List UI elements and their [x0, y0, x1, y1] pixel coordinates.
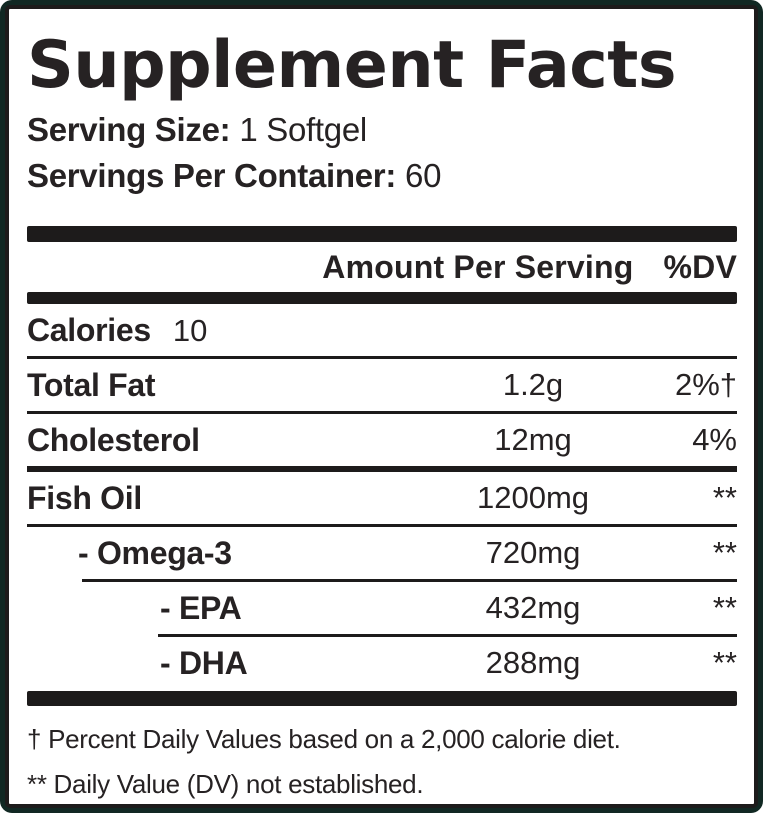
- serving-size-value: 1 Softgel: [239, 111, 367, 149]
- table-row-fish-oil: Fish Oil 1200mg **: [27, 472, 737, 524]
- separator-bar-top: [27, 226, 737, 243]
- table-row-omega-3: - Omega-3 720mg **: [27, 527, 737, 579]
- supplement-facts-label: Supplement Facts Serving Size: 1 Softgel …: [5, 5, 758, 808]
- table-row-cholesterol: Cholesterol 12mg 4%: [27, 414, 737, 466]
- nutrient-amount-col-dha: 288mg: [485, 645, 581, 681]
- separator-bar-bottom: [27, 691, 737, 707]
- nutrient-dv-epa: **: [712, 590, 737, 626]
- nutrient-name-omega-3: - Omega-3: [78, 534, 232, 571]
- serving-size-label: Serving Size:: [27, 111, 231, 149]
- amount-per-serving-header: Amount Per Serving: [322, 248, 634, 285]
- nutrient-dv-fish-oil: **: [712, 480, 737, 516]
- table-row-calories: Calories 10: [27, 304, 737, 356]
- nutrient-amount-col-epa: 432mg: [485, 590, 581, 626]
- nutrient-amount-col-omega-3: 720mg: [485, 535, 581, 571]
- nutrient-amount-calories: 10: [172, 312, 208, 348]
- nutrient-name-fish-oil: Fish Oil: [27, 479, 142, 516]
- footnote-percent-daily-values: † Percent Daily Values based on a 2,000 …: [27, 724, 621, 755]
- servings-per-container-value: 60: [405, 156, 442, 194]
- serving-size-line: Serving Size: 1 Softgel: [27, 107, 737, 153]
- nutrient-table: Calories 10 Total Fat 1.2g 2%† Cholesterol 12m…: [27, 304, 737, 689]
- percent-dv-header: %DV: [663, 248, 737, 285]
- nutrient-name-cholesterol: Cholesterol: [27, 421, 200, 458]
- nutrient-name-calories: Calories 10: [27, 311, 208, 348]
- nutrient-dv-cholesterol: 4%: [692, 422, 737, 458]
- label-title: Supplement Facts: [27, 28, 677, 103]
- row-divider-calories: [27, 356, 737, 360]
- servings-per-container-line: Servings Per Container: 60: [27, 153, 737, 199]
- nutrient-amount-col-fish-oil: 1200mg: [476, 480, 590, 516]
- separator-bar-header: [27, 292, 737, 305]
- nutrient-amount-col-cholesterol: 12mg: [494, 422, 572, 458]
- table-header-row: Amount Per Serving %DV: [27, 242, 737, 292]
- nutrient-amount-col-total-fat: 1.2g: [502, 367, 564, 403]
- nutrient-dv-omega-3: **: [712, 535, 737, 571]
- table-row-dha: - DHA 288mg **: [27, 637, 737, 689]
- row-divider-omega-3: [82, 579, 737, 583]
- footnote-dv-not-established: ** Daily Value (DV) not established.: [27, 769, 424, 800]
- row-divider-cholesterol: [27, 466, 737, 473]
- nutrient-name-epa: - EPA: [160, 589, 242, 626]
- servings-per-container-label: Servings Per Container:: [27, 156, 397, 194]
- nutrient-dv-total-fat: 2%†: [674, 367, 737, 403]
- nutrient-dv-dha: **: [712, 645, 737, 681]
- nutrient-name-dha: - DHA: [160, 644, 248, 681]
- row-divider-epa: [158, 634, 737, 638]
- nutrient-name-total-fat: Total Fat: [27, 366, 156, 403]
- table-row-total-fat: Total Fat 1.2g 2%†: [27, 359, 737, 411]
- row-divider-total-fat: [27, 411, 737, 415]
- table-row-epa: - EPA 432mg **: [27, 582, 737, 634]
- row-divider-fish-oil: [27, 524, 737, 528]
